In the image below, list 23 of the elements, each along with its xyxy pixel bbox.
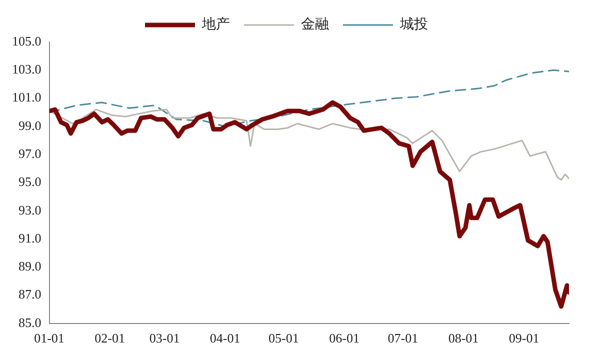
y-tick-label: 99.0: [18, 118, 42, 133]
y-tick-label: 93.0: [18, 202, 42, 218]
y-tick-label: 89.0: [18, 258, 42, 274]
x-tick-label: 04-01: [210, 330, 240, 346]
x-tick-label: 08-01: [448, 330, 479, 346]
x-tick-label: 05-01: [268, 330, 299, 346]
y-tick-label: 91.0: [18, 230, 42, 246]
y-tick-label: 103.0: [12, 62, 42, 77]
legend-label: 地产: [201, 16, 230, 33]
x-tick-label: 03-01: [149, 330, 180, 346]
x-tick-label: 01-01: [34, 330, 64, 346]
legend-label: 金融: [301, 16, 329, 33]
y-tick-label: 97.0: [18, 146, 42, 161]
y-tick-label: 105.0: [12, 33, 42, 48]
y-tick-label: 87.0: [18, 286, 42, 302]
x-tick-label: 09-01: [508, 330, 540, 346]
x-tick-label: 07-01: [388, 330, 418, 346]
x-tick-label: 06-01: [329, 330, 360, 346]
y-tick-label: 85.0: [18, 314, 42, 330]
x-tick-label: 02-01: [94, 330, 125, 346]
legend-label: 城投: [399, 16, 428, 33]
y-tick-label: 95.0: [18, 174, 42, 190]
y-tick-label: 101.0: [12, 90, 42, 105]
